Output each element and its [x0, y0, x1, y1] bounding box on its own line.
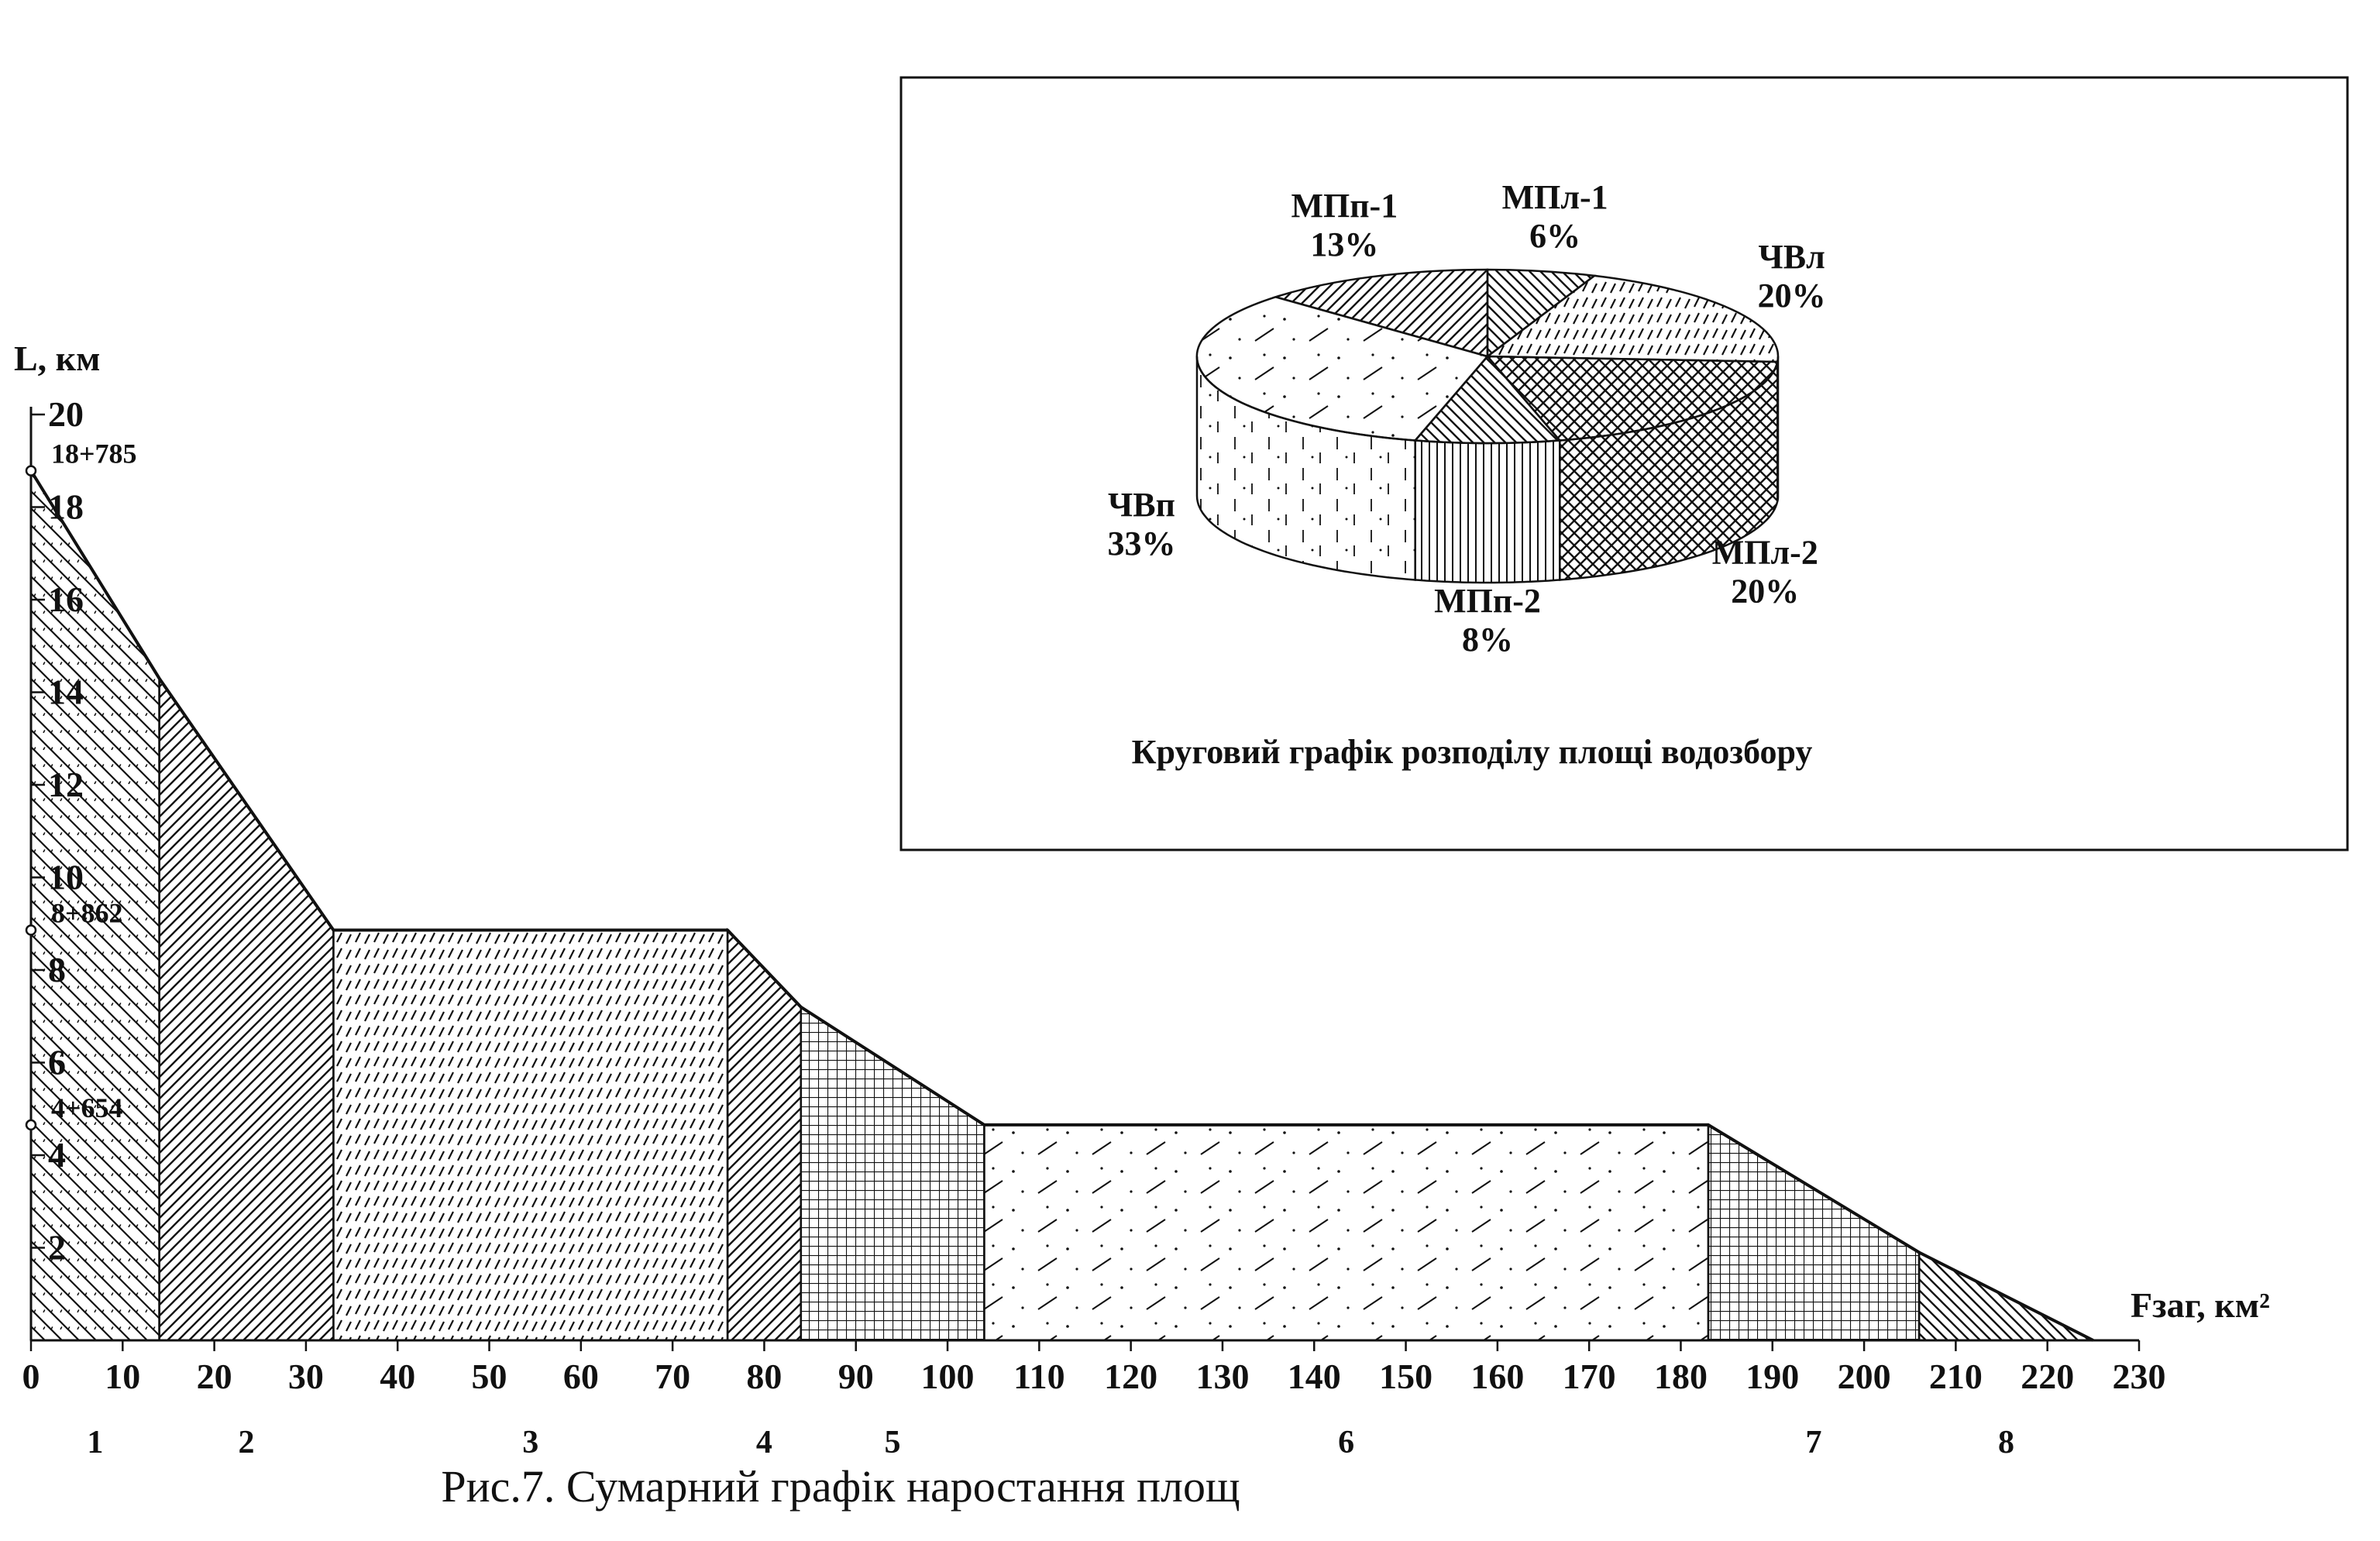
- area-outline: [29, 470, 2094, 1342]
- pie-top: [1195, 268, 1780, 445]
- pie-slice-5: [1195, 295, 1490, 442]
- pie-label-value: 20%: [1731, 573, 1799, 611]
- pie-label-6: МПп-113%: [1291, 187, 1398, 263]
- x-tick-label: 150: [1379, 1357, 1432, 1396]
- y-tick-label: 18: [48, 487, 84, 527]
- x-tick-label: 50: [472, 1357, 507, 1396]
- pie-chart-inset: МПл-16%ЧВл20%МПл-220%МПп-28%ЧВп33%МПп-11…: [899, 76, 2349, 851]
- segment-label-2: 2: [239, 1425, 255, 1460]
- x-tick-label: 0: [22, 1357, 40, 1396]
- x-tick-label: 140: [1288, 1357, 1341, 1396]
- annotation-label: 8+862: [51, 897, 123, 928]
- annotation-label: 4+654: [51, 1092, 123, 1123]
- x-tick-label: 80: [746, 1357, 782, 1396]
- area-segments: [29, 467, 2094, 1342]
- pie-slice-1: [1486, 268, 1598, 359]
- x-tick-label: 70: [655, 1357, 690, 1396]
- x-tick-label: 60: [563, 1357, 599, 1396]
- segment-label-1: 1: [87, 1425, 103, 1460]
- x-tick-label: 120: [1104, 1357, 1157, 1396]
- y-tick-label: 8: [48, 950, 66, 989]
- pie-label-name: МПп-1: [1291, 187, 1398, 225]
- pie-label-value: 6%: [1529, 217, 1580, 255]
- annotation-marker: [25, 465, 37, 476]
- annotations: 18+785 8+862 4+654: [25, 439, 137, 1131]
- x-ticks: 0 10 20 30 40 50 60 70 80 90 100 110 120 130 140 150 160…: [22, 1340, 2166, 1396]
- y-tick-label: 2: [48, 1228, 66, 1268]
- y-tick-label: 4: [48, 1135, 66, 1175]
- x-tick-label: 190: [1745, 1357, 1799, 1396]
- y-tick-label: 12: [48, 765, 84, 804]
- y-tick-label: 10: [48, 858, 84, 897]
- y-tick-label: 6: [48, 1043, 66, 1082]
- pie-chart: [1195, 268, 1780, 584]
- x-tick-label: 230: [2113, 1357, 2166, 1396]
- pie-label-value: 20%: [1758, 277, 1826, 315]
- annotation-marker: [25, 924, 37, 936]
- pie-label-value: 33%: [1107, 525, 1175, 562]
- x-tick-label: 170: [1563, 1357, 1616, 1396]
- area-segment-3: [332, 929, 729, 1342]
- area-segment-6: [983, 1123, 1710, 1342]
- pie-label-name: МПл-2: [1712, 534, 1818, 572]
- y-ticks: 2 4 6 8 10 12 14 16 18 20: [31, 394, 84, 1268]
- x-tick-label: 130: [1195, 1357, 1249, 1396]
- pie-slice-6: [1272, 268, 1489, 358]
- area-chart: 0 10 20 30 40 50 60 70 80 90 100 110 120 130 140 150 160…: [14, 339, 2270, 1512]
- x-tick-label: 180: [1654, 1357, 1708, 1396]
- pie-label-value: 8%: [1462, 621, 1513, 659]
- segment-label-6: 6: [1338, 1425, 1354, 1460]
- pie-label-name: МПл-1: [1502, 178, 1608, 216]
- x-tick-label: 100: [921, 1357, 975, 1396]
- segment-label-3: 3: [522, 1425, 538, 1460]
- x-tick-label: 220: [2021, 1357, 2074, 1396]
- pie-label-name: МПп-2: [1434, 582, 1541, 620]
- annotation-marker: [25, 1119, 37, 1131]
- segment-label-7: 7: [1806, 1425, 1822, 1460]
- x-tick-label: 110: [1013, 1357, 1064, 1396]
- x-tick-label: 30: [288, 1357, 324, 1396]
- area-segment-2: [158, 675, 335, 1342]
- annotation-label: 18+785: [51, 439, 137, 470]
- y-tick-label: 14: [48, 672, 84, 712]
- x-tick-label: 200: [1838, 1357, 1891, 1396]
- segment-label-8: 8: [1998, 1425, 2014, 1460]
- segment-label-4: 4: [756, 1425, 772, 1460]
- pie-label-value: 13%: [1310, 225, 1378, 263]
- pie-slice-4: [1413, 355, 1562, 445]
- pie-label-1: МПл-16%: [1502, 178, 1608, 255]
- x-tick-label: 90: [838, 1357, 874, 1396]
- pie-slice-3: [1485, 355, 1779, 442]
- chart-title: Рис.7. Сумарний графік наростання площ: [441, 1461, 1240, 1512]
- area-segment-4: [726, 927, 803, 1342]
- pie-side-4: [1414, 439, 1561, 584]
- x-tick-label: 10: [105, 1357, 140, 1396]
- pie-label-name: ЧВп: [1108, 486, 1175, 524]
- pie-label-4: МПп-28%: [1434, 582, 1541, 659]
- pie-sides: [1195, 356, 1780, 584]
- pie-label-name: ЧВл: [1758, 238, 1825, 276]
- area-segment-5: [800, 1005, 985, 1342]
- pie-label-3: МПл-220%: [1712, 534, 1818, 611]
- y-tick-label: 16: [48, 580, 84, 619]
- x-tick-label: 20: [197, 1357, 232, 1396]
- x-axis-label: Fзаг, км²: [2131, 1285, 2270, 1325]
- x-tick-label: 40: [380, 1357, 415, 1396]
- y-axis-label: L, км: [14, 339, 101, 378]
- segment-labels: 1 2 3 4 5 6 7 8: [87, 1425, 2014, 1460]
- pie-chart-title: Круговий графік розподілу площі водозбор…: [1132, 733, 1813, 771]
- x-tick-label: 210: [1929, 1357, 1983, 1396]
- x-tick-label: 160: [1470, 1357, 1524, 1396]
- pie-labels: МПл-16%ЧВл20%МПл-220%МПп-28%ЧВп33%МПп-11…: [1107, 178, 1825, 659]
- y-tick-label: 20: [48, 394, 84, 434]
- pie-slice-2: [1484, 274, 1780, 363]
- segment-label-5: 5: [885, 1425, 901, 1460]
